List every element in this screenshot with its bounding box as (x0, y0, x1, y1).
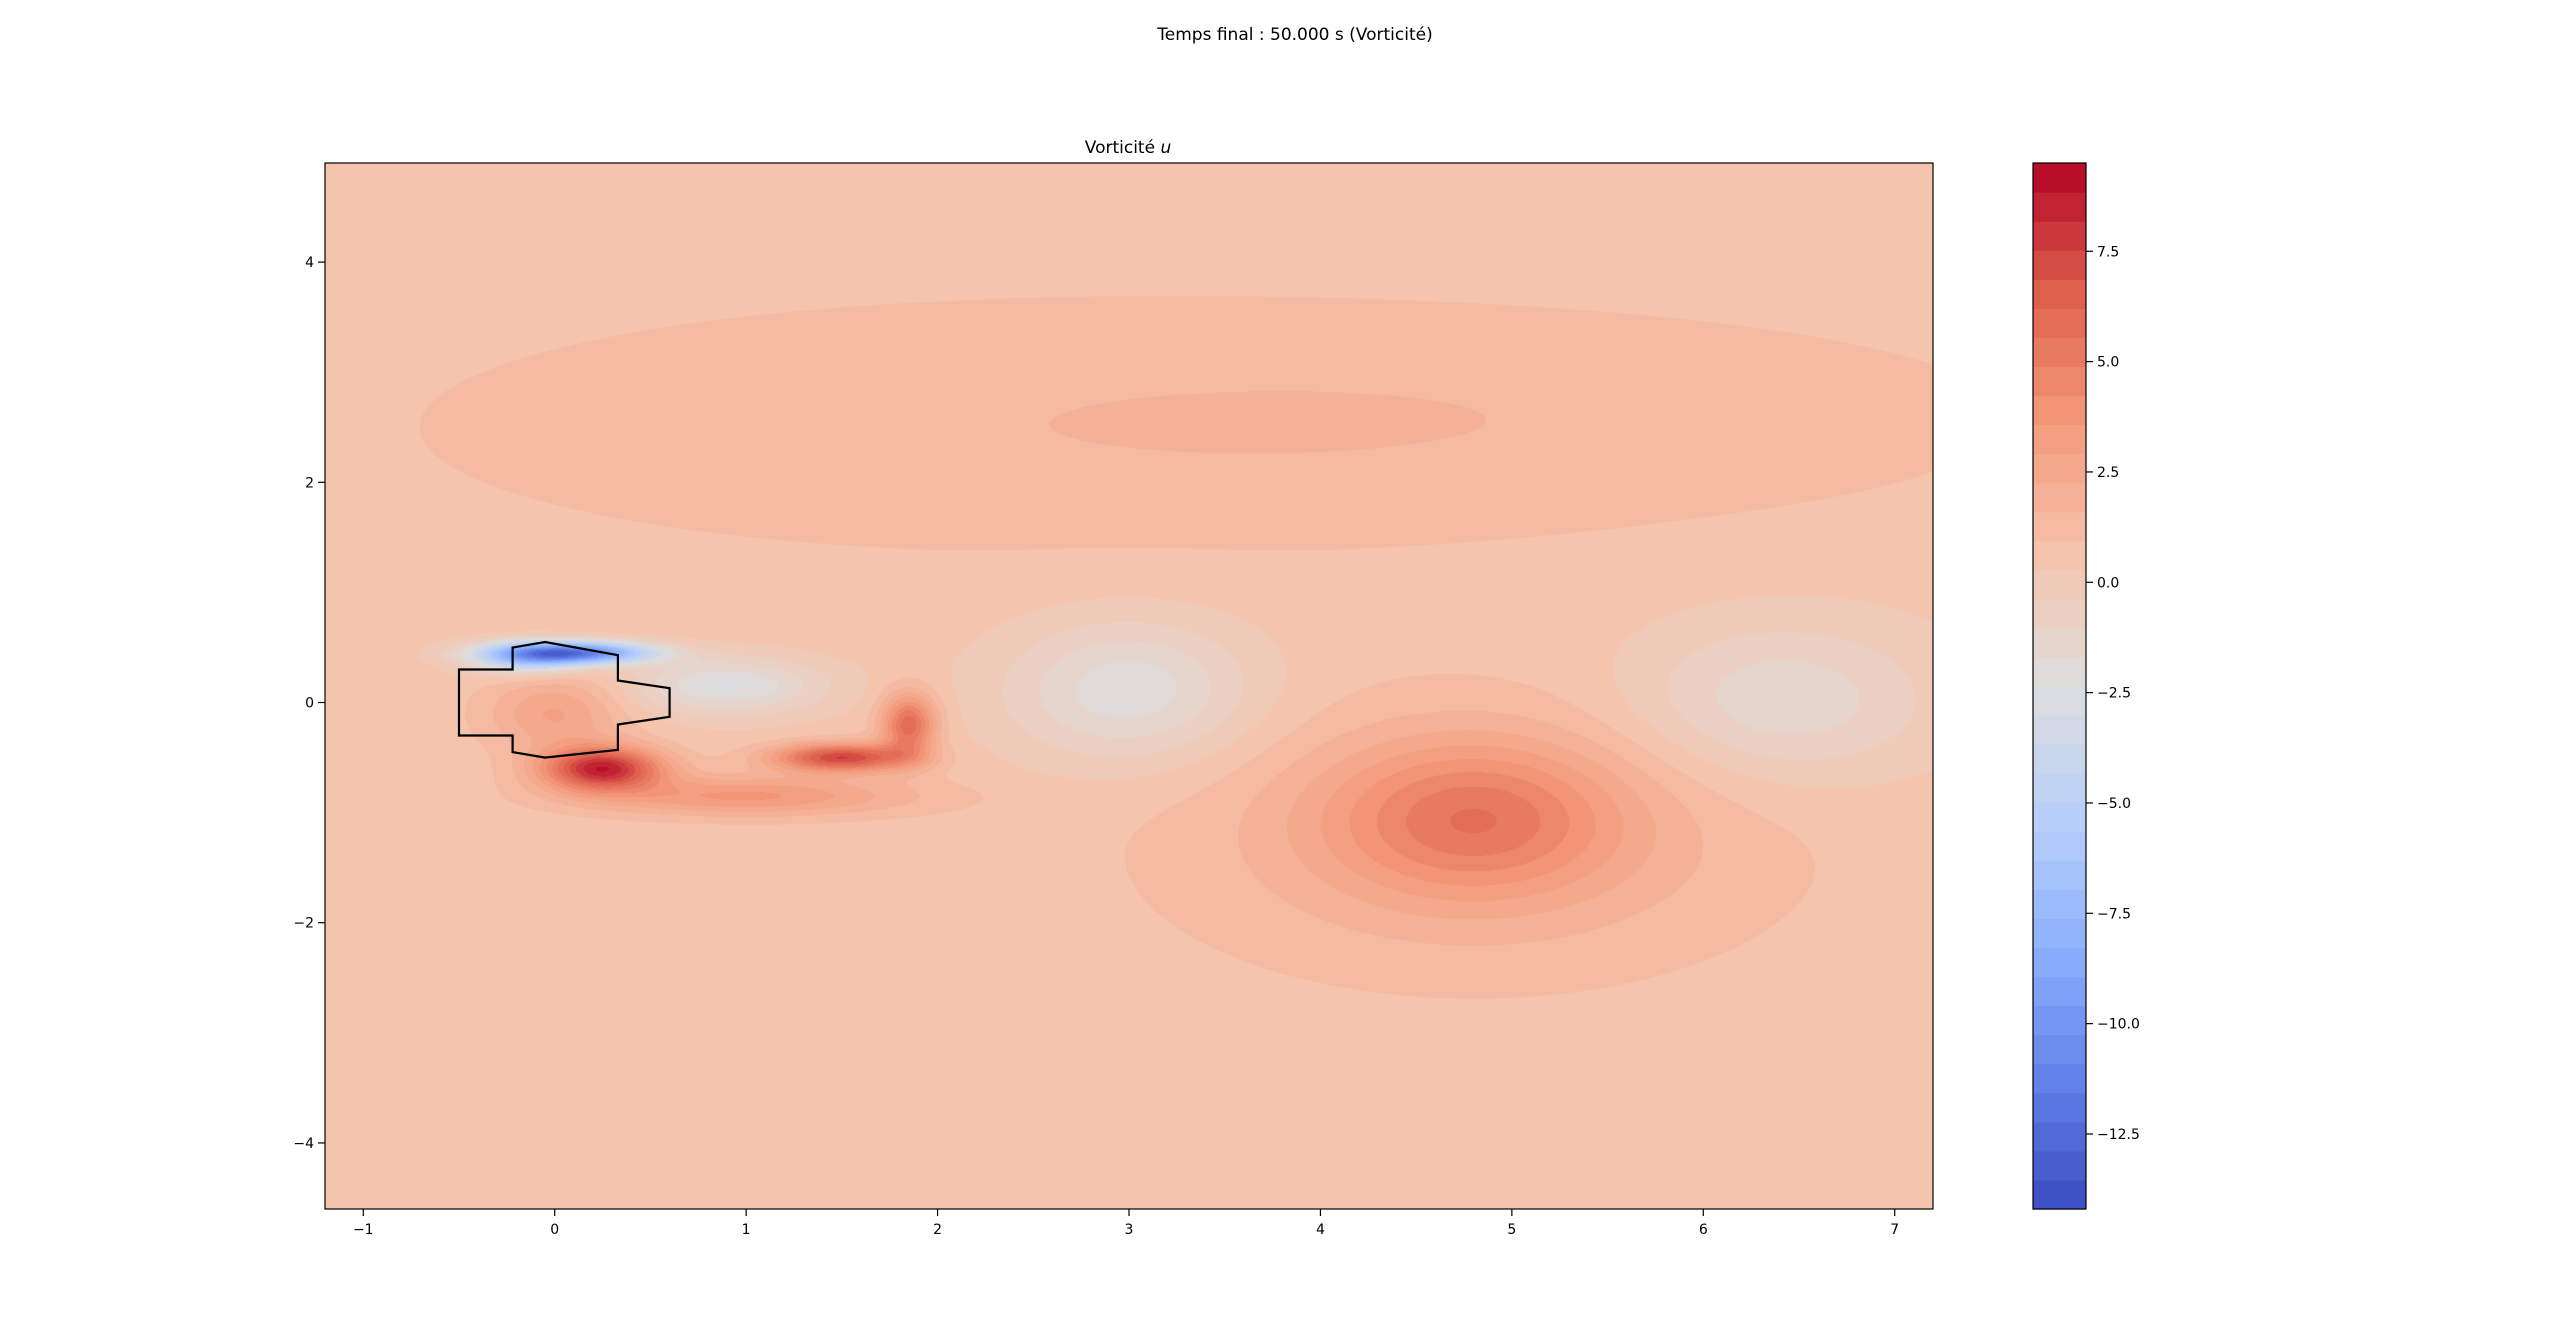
colorbar-band (2033, 860, 2086, 890)
colorbar-band (2033, 337, 2086, 367)
x-tick-label: 6 (1699, 1222, 1708, 1238)
colorbar-band (2033, 511, 2086, 542)
colorbar-band (2033, 279, 2086, 309)
colorbar-band (2033, 889, 2086, 920)
x-tick-label: 2 (933, 1222, 942, 1238)
colorbar-band (2033, 366, 2086, 397)
vorticity-field (325, 163, 1933, 1209)
field-container (325, 163, 1933, 1209)
colorbar-band (2033, 831, 2086, 861)
colorbar-band (2033, 744, 2086, 774)
x-tick-label: 4 (1316, 1222, 1325, 1238)
colorbar-band (2033, 1063, 2086, 1094)
colorbar-band (2033, 976, 2086, 1007)
colorbar-tick-label: −12.5 (2097, 1127, 2140, 1143)
y-tick-label: 0 (305, 696, 314, 712)
x-tick-label: −1 (353, 1222, 374, 1238)
colorbar-band (2033, 686, 2086, 716)
y-tick-label: 4 (305, 255, 314, 271)
colorbar-tick-label: −7.5 (2097, 906, 2131, 922)
colorbar-band (2033, 1034, 2086, 1065)
vorticity-canvas (325, 163, 1933, 1209)
x-tick-label: 0 (550, 1222, 559, 1238)
colorbar-band (2033, 424, 2086, 455)
colorbar-band (2033, 221, 2086, 251)
colorbar-band (2033, 715, 2086, 745)
colorbar-bands (2033, 163, 2086, 1210)
colorbar-band (2033, 627, 2086, 658)
colorbar-band (2033, 918, 2086, 949)
colorbar-tick-label: 5.0 (2097, 355, 2119, 371)
colorbar-band (2033, 250, 2086, 280)
x-axis: −1 0 1 2 3 4 5 6 7 (353, 1209, 1899, 1238)
colorbar-ticks: 7.5 5.0 2.5 0.0 −2.5 −5.0 −7.5 −10.0 −12.5 (2086, 244, 2140, 1143)
colorbar-band (2033, 1121, 2086, 1152)
colorbar-band (2033, 947, 2086, 978)
x-tick-label: 1 (742, 1222, 751, 1238)
figure-suptitle: Temps final : 50.000 s (Vorticité) (1156, 25, 1432, 45)
plot-title: Vorticité u (1085, 138, 1172, 158)
colorbar-band (2033, 540, 2086, 571)
colorbar-tick-label: 0.0 (2097, 575, 2119, 591)
colorbar-tick-label: −2.5 (2097, 686, 2131, 702)
y-axis: −4 −2 0 2 4 (293, 255, 325, 1152)
colorbar-band (2033, 482, 2086, 513)
colorbar-band (2033, 656, 2086, 687)
colorbar: 7.5 5.0 2.5 0.0 −2.5 −5.0 −7.5 −10.0 −12.5 (2032, 162, 2140, 1210)
colorbar-band (2033, 192, 2086, 222)
colorbar-tick-label: −5.0 (2097, 796, 2131, 812)
colorbar-band (2033, 802, 2086, 832)
x-tick-label: 5 (1507, 1222, 1516, 1238)
colorbar-band (2033, 308, 2086, 338)
colorbar-tick-label: −10.0 (2097, 1017, 2140, 1033)
x-tick-label: 3 (1125, 1222, 1134, 1238)
colorbar-band (2033, 395, 2086, 426)
obstacle-outline (457, 640, 671, 759)
colorbar-band (2033, 598, 2086, 629)
colorbar-band (2033, 1005, 2086, 1036)
colorbar-band (2033, 453, 2086, 484)
colorbar-band (2033, 569, 2086, 600)
colorbar-frame (2032, 162, 2087, 1210)
plot-title-italic: u (1160, 138, 1171, 158)
colorbar-tick-label: 2.5 (2097, 465, 2119, 481)
colorbar-band (2033, 163, 2086, 193)
colorbar-band (2033, 1092, 2086, 1123)
y-tick-label: −2 (293, 916, 314, 932)
colorbar-band (2033, 773, 2086, 803)
x-tick-label: 7 (1890, 1222, 1899, 1238)
y-tick-label: 2 (305, 475, 314, 491)
y-tick-label: −4 (293, 1136, 314, 1152)
colorbar-band (2033, 1150, 2086, 1181)
colorbar-tick-label: 7.5 (2097, 244, 2119, 260)
colorbar-band (2033, 1179, 2086, 1210)
plot-title-main: Vorticité (1085, 138, 1161, 158)
